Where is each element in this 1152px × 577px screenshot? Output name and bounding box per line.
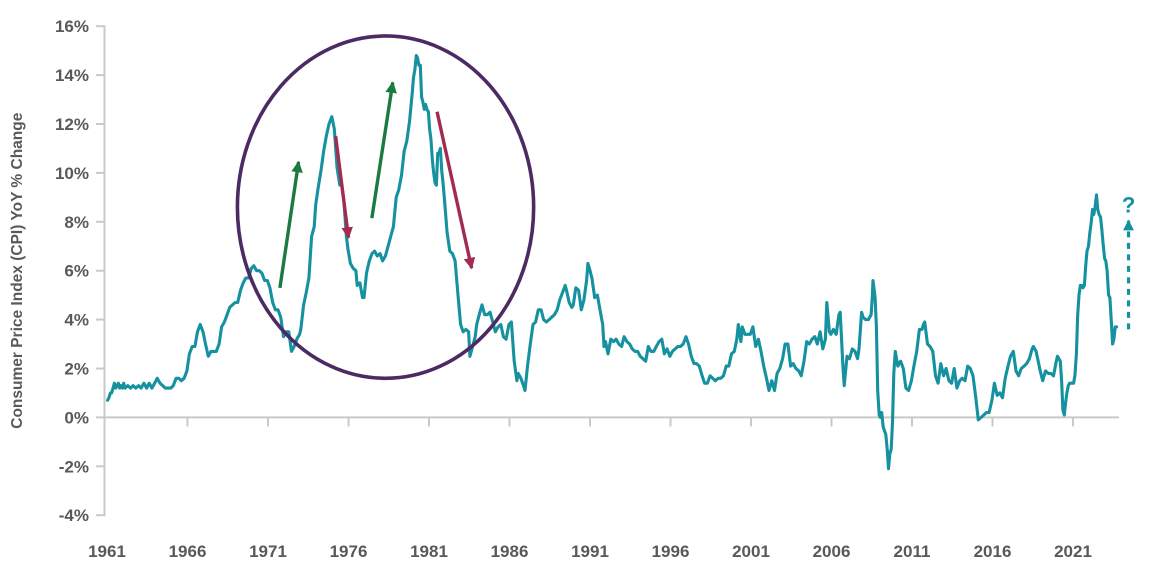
y-tick-label: 0% [64,408,89,427]
x-tick-label: 1966 [169,542,207,561]
x-tick-label: 1986 [491,542,529,561]
x-tick-label: 1976 [330,542,368,561]
inflation-rise-arrow-1 [278,160,303,289]
y-tick-label: 14% [55,66,89,85]
x-tick-label: 2006 [813,542,851,561]
x-tick-label: 2016 [974,542,1012,561]
inflation-rise-arrow-2 [370,81,397,219]
y-tick-label: 16% [55,17,89,36]
x-tick-label: 1961 [88,542,126,561]
x-tick-label: 2021 [1054,542,1092,561]
y-tick-label: -2% [59,457,89,476]
y-axis-title: Consumer Price Index (CPI) YoY % Change [9,112,26,428]
x-tick-label: 2011 [894,542,931,561]
x-tick-label: 1996 [652,542,690,561]
inflation-fall-arrow-2 [435,111,476,270]
y-tick-label: 8% [64,213,89,232]
x-tick-label: 1971 [249,542,287,561]
x-tick-label: 1991 [571,542,609,561]
y-tick-label: -4% [59,506,89,525]
y-tick-label: 12% [55,115,89,134]
inflation-circle-annotation [235,34,536,381]
y-tick-label: 2% [64,360,89,379]
y-tick-label: 6% [64,262,89,281]
inflation-fall-arrow-1 [333,136,353,239]
x-tick-label: 1981 [410,542,448,561]
x-tick-label: 2001 [732,542,770,561]
y-tick-label: 4% [64,311,89,330]
y-tick-label: 10% [55,164,89,183]
question-mark-annotation: ? [1122,192,1135,217]
